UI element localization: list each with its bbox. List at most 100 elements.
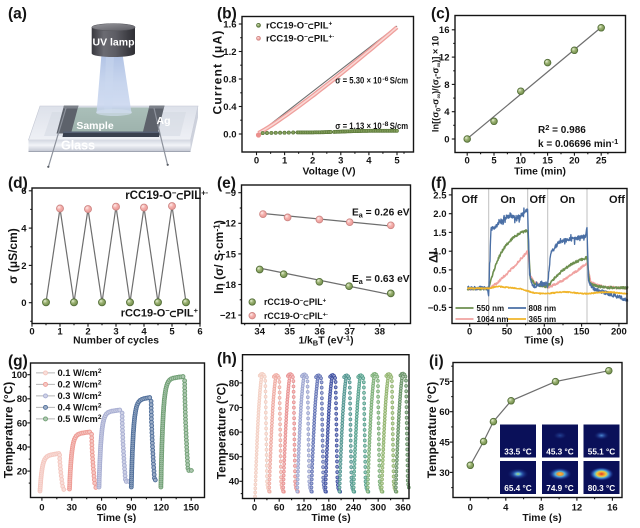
svg-text:16: 16 xyxy=(439,25,450,36)
svg-text:−: − xyxy=(172,189,177,198)
svg-text:(h): (h) xyxy=(217,351,237,368)
svg-text:550 nm: 550 nm xyxy=(477,304,505,313)
svg-text:0.2 W/cm2: 0.2 W/cm2 xyxy=(58,380,102,390)
svg-text:15: 15 xyxy=(542,156,553,167)
svg-text:R2 = 0.986: R2 = 0.986 xyxy=(538,123,586,136)
svg-text:Glass: Glass xyxy=(61,139,95,153)
svg-text:2: 2 xyxy=(85,327,90,338)
svg-text:8: 8 xyxy=(539,503,544,514)
svg-text:Ag: Ag xyxy=(157,115,171,127)
svg-text:Temperature (°C): Temperature (°C) xyxy=(2,382,16,479)
svg-text:On: On xyxy=(500,194,516,206)
svg-text:ln (σ/ S·cm-1): ln (σ/ S·cm-1) xyxy=(212,220,227,294)
svg-text:808 nm: 808 nm xyxy=(529,304,557,313)
svg-text:60: 60 xyxy=(274,503,285,514)
svg-text:45: 45 xyxy=(439,438,450,449)
svg-text:Ea = 0.63 eV: Ea = 0.63 eV xyxy=(352,274,410,286)
svg-text:30: 30 xyxy=(67,503,78,514)
svg-text:36: 36 xyxy=(314,327,325,338)
svg-text:365 nm: 365 nm xyxy=(529,315,557,324)
svg-text:-8: -8 xyxy=(382,121,388,128)
svg-text:σ (μS/cm): σ (μS/cm) xyxy=(6,228,20,284)
svg-text:On: On xyxy=(560,194,576,206)
svg-text:Time (s): Time (s) xyxy=(524,336,563,347)
svg-text:2.5: 2.5 xyxy=(433,190,447,201)
svg-text:PIL: PIL xyxy=(177,308,194,320)
svg-text:240: 240 xyxy=(346,503,362,514)
svg-text:6: 6 xyxy=(21,186,26,197)
svg-text:4: 4 xyxy=(21,224,27,235)
svg-text:(e): (e) xyxy=(217,175,236,192)
svg-text:35: 35 xyxy=(284,327,295,338)
svg-text:Temperature (°C): Temperature (°C) xyxy=(215,383,229,480)
svg-text:10: 10 xyxy=(516,156,527,167)
svg-text:34: 34 xyxy=(254,327,265,338)
svg-text:6: 6 xyxy=(197,327,202,338)
svg-text:Voltage (V): Voltage (V) xyxy=(302,167,355,178)
svg-text:1/kBT (eV-1): 1/kBT (eV-1) xyxy=(298,333,353,347)
svg-text:Time (min): Time (min) xyxy=(514,167,566,178)
svg-text:0: 0 xyxy=(444,134,449,145)
svg-text:0.4 W/cm2: 0.4 W/cm2 xyxy=(58,403,102,413)
svg-text:0: 0 xyxy=(467,327,472,338)
svg-text:37: 37 xyxy=(344,327,355,338)
svg-text:+·: +· xyxy=(201,189,208,198)
svg-text:5: 5 xyxy=(169,327,175,338)
svg-text:1.2: 1.2 xyxy=(223,47,236,58)
svg-text:PIL: PIL xyxy=(183,190,201,202)
svg-text:5: 5 xyxy=(394,156,400,167)
svg-text:60: 60 xyxy=(439,407,450,418)
svg-text:rCC19-O: rCC19-O xyxy=(266,20,304,31)
svg-text:PIL: PIL xyxy=(314,33,329,44)
svg-text:60: 60 xyxy=(17,418,28,429)
svg-text:−12: −12 xyxy=(220,219,236,230)
svg-text:ln[(σ0-σ∞)/(σt-σ∞)] × 10: ln[(σ0-σ∞)/(σt-σ∞)] × 10 xyxy=(431,36,443,132)
svg-text:(c): (c) xyxy=(431,6,450,23)
svg-text:33.5 °C: 33.5 °C xyxy=(504,447,531,456)
svg-text:Off: Off xyxy=(530,194,546,206)
svg-text:60: 60 xyxy=(96,503,107,514)
svg-text:0.4: 0.4 xyxy=(223,102,237,113)
svg-text:Sample: Sample xyxy=(76,120,114,132)
svg-text:Current (μA): Current (μA) xyxy=(211,29,225,114)
svg-text:74.9 °C: 74.9 °C xyxy=(546,484,573,493)
svg-text:1: 1 xyxy=(282,156,288,167)
svg-text:+: + xyxy=(329,21,333,28)
svg-text:180: 180 xyxy=(321,503,337,514)
svg-text:25: 25 xyxy=(596,156,607,167)
svg-text:2: 2 xyxy=(21,261,26,272)
svg-text:PIL: PIL xyxy=(309,297,323,307)
svg-text:1064 nm: 1064 nm xyxy=(477,315,509,324)
svg-text:rCC19-O: rCC19-O xyxy=(266,33,304,44)
svg-text:(g): (g) xyxy=(8,353,28,370)
svg-text:Off: Off xyxy=(609,194,625,206)
svg-text:300: 300 xyxy=(370,503,386,514)
svg-text:0.8: 0.8 xyxy=(223,74,236,85)
svg-text:360: 360 xyxy=(395,503,411,514)
svg-text:−0.5: −0.5 xyxy=(428,303,447,314)
svg-text:+: + xyxy=(323,299,327,305)
svg-text:rCC19-O: rCC19-O xyxy=(125,190,172,202)
svg-text:16: 16 xyxy=(607,503,618,514)
svg-text:0: 0 xyxy=(21,298,26,309)
svg-text:80: 80 xyxy=(229,378,240,389)
svg-text:12: 12 xyxy=(572,503,583,514)
svg-text:S/cm: S/cm xyxy=(390,121,409,131)
svg-text:−: − xyxy=(304,34,308,41)
svg-text:1: 1 xyxy=(57,327,63,338)
svg-text:0: 0 xyxy=(39,503,44,514)
svg-text:200: 200 xyxy=(611,327,627,338)
svg-text:50: 50 xyxy=(229,452,240,463)
svg-text:0.5 W/cm2: 0.5 W/cm2 xyxy=(58,414,102,424)
svg-text:4: 4 xyxy=(141,327,147,338)
svg-text:0: 0 xyxy=(468,503,473,514)
svg-text:PIL: PIL xyxy=(314,20,329,31)
svg-text:0.5: 0.5 xyxy=(433,265,447,276)
svg-text:4: 4 xyxy=(366,156,372,167)
svg-text:(i): (i) xyxy=(429,353,444,370)
svg-text:Time (s): Time (s) xyxy=(522,513,561,524)
svg-text:40: 40 xyxy=(229,477,240,488)
svg-text:(b): (b) xyxy=(217,6,237,23)
svg-text:1.6: 1.6 xyxy=(223,19,236,30)
svg-text:0: 0 xyxy=(254,156,259,167)
